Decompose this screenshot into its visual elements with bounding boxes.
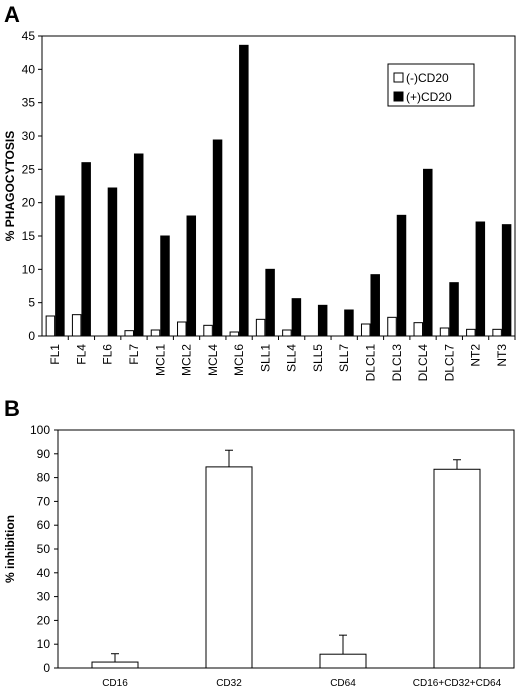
bar-plus-cd20 <box>344 309 354 337</box>
y-tick-label-a: 20 <box>22 196 36 210</box>
bar-minus-cd20 <box>413 322 424 337</box>
bar-minus-cd20 <box>229 331 240 337</box>
x-tick-label-a: NT2 <box>469 344 483 367</box>
x-tick-label-a: MCL1 <box>153 344 167 376</box>
bar-minus-cd20 <box>255 318 266 337</box>
x-tick-label-a: FL7 <box>127 344 141 365</box>
y-axis-title-a: % PHAGOCYTOSIS <box>3 131 17 241</box>
bar-plus-cd20 <box>239 44 249 337</box>
bar-plus-cd20 <box>475 221 486 337</box>
bar-plus-cd20 <box>423 168 433 337</box>
x-tick-label-a: DLCL1 <box>363 344 377 382</box>
chart-a: 0 5 10 15 20 25 30 35 40 45 % PHAGOCYTOSIS FL1 FL4 FL… <box>3 29 516 382</box>
legend-label: (+)CD20 <box>406 90 452 104</box>
legend-swatch <box>393 91 404 102</box>
chart-b: 0 10 20 30 40 50 60 70 80 90 100 % inhibition CD16 CD… <box>3 423 515 688</box>
bar-minus-cd20 <box>439 327 450 337</box>
x-tick-label-a: DLCL3 <box>390 344 404 382</box>
x-tick-label-b: CD32 <box>216 678 242 688</box>
legend-label: (-)CD20 <box>406 71 449 85</box>
y-tick-label-b: 80 <box>37 471 51 485</box>
panel-label-a: A <box>4 2 20 27</box>
bar-plus-cd20 <box>212 139 223 337</box>
bar-minus-cd20 <box>71 314 82 337</box>
y-tick-label-b: 0 <box>43 661 50 675</box>
bar-plus-cd20 <box>160 235 170 337</box>
x-tick-label-b: CD16 <box>102 678 128 688</box>
y-tick-label-b: 50 <box>37 542 51 556</box>
y-tick-label-b: 30 <box>37 590 51 604</box>
y-tick-label-b: 90 <box>37 447 51 461</box>
x-tick-label-a: FL6 <box>101 344 115 365</box>
x-tick-label-a: MCL4 <box>206 344 220 376</box>
panel-label-b: B <box>4 396 20 421</box>
y-tick-label-a: 0 <box>28 329 35 343</box>
bar-plus-cd20 <box>370 274 380 337</box>
x-tick-label-a: NT3 <box>495 344 509 367</box>
bar-inhibition <box>433 468 481 669</box>
x-tick-label-a: MCL2 <box>180 344 194 376</box>
bar-inhibition <box>319 653 367 669</box>
x-tick-label-a: FL1 <box>48 344 62 365</box>
x-tick-label-a: FL4 <box>74 344 88 365</box>
x-tick-label-a: MCL6 <box>232 344 246 376</box>
bar-plus-cd20 <box>449 282 459 337</box>
bar-plus-cd20 <box>265 268 275 337</box>
bar-plus-cd20 <box>317 304 328 337</box>
bar-plus-cd20 <box>107 187 118 337</box>
bar-minus-cd20 <box>466 328 476 337</box>
bar-plus-cd20 <box>133 153 144 337</box>
x-tick-label-a: DLCL7 <box>442 344 456 382</box>
bar-plus-cd20 <box>291 298 302 337</box>
x-tick-label-a: DLCL4 <box>416 344 430 382</box>
y-tick-label-b: 100 <box>30 423 50 437</box>
y-tick-label-b: 60 <box>37 518 51 532</box>
y-tick-label-a: 10 <box>22 262 36 276</box>
y-tick-label-a: 30 <box>22 129 36 143</box>
bar-plus-cd20 <box>81 162 91 337</box>
bar-minus-cd20 <box>177 321 187 337</box>
x-tick-label-b: CD16+CD32+CD64 <box>413 678 502 688</box>
y-tick-label-a: 15 <box>22 229 36 243</box>
bar-minus-cd20 <box>203 324 213 337</box>
y-tick-label-a: 35 <box>22 96 36 110</box>
bar-minus-cd20 <box>150 329 161 337</box>
y-tick-label-b: 20 <box>37 613 51 627</box>
legend-swatch <box>393 72 404 83</box>
x-tick-label-a: SLL1 <box>258 344 272 372</box>
x-tick-label-a: SLL4 <box>285 344 299 372</box>
y-axis-title-b: % inhibition <box>3 515 17 583</box>
bar-plus-cd20 <box>501 224 512 337</box>
bar-minus-cd20 <box>360 323 371 337</box>
bar-minus-cd20 <box>492 328 502 337</box>
y-tick-label-a: 40 <box>22 62 36 76</box>
bar-plus-cd20 <box>396 214 407 337</box>
bar-inhibition <box>91 661 139 669</box>
y-tick-label-b: 40 <box>37 566 51 580</box>
bar-plus-cd20 <box>186 215 197 337</box>
x-tick-label-a: SLL7 <box>337 344 351 372</box>
y-tick-label-a: 5 <box>28 296 35 310</box>
bar-minus-cd20 <box>124 330 134 337</box>
bar-minus-cd20 <box>45 315 56 337</box>
bar-minus-cd20 <box>282 329 292 337</box>
y-tick-label-b: 10 <box>37 637 51 651</box>
y-tick-label-a: 45 <box>22 29 36 43</box>
bar-inhibition <box>205 466 253 669</box>
y-tick-label-a: 25 <box>22 162 36 176</box>
bar-minus-cd20 <box>387 316 397 337</box>
x-tick-label-a: SLL5 <box>311 344 325 372</box>
x-tick-label-b: CD64 <box>330 678 356 688</box>
y-tick-label-b: 70 <box>37 494 51 508</box>
bar-plus-cd20 <box>55 195 65 337</box>
